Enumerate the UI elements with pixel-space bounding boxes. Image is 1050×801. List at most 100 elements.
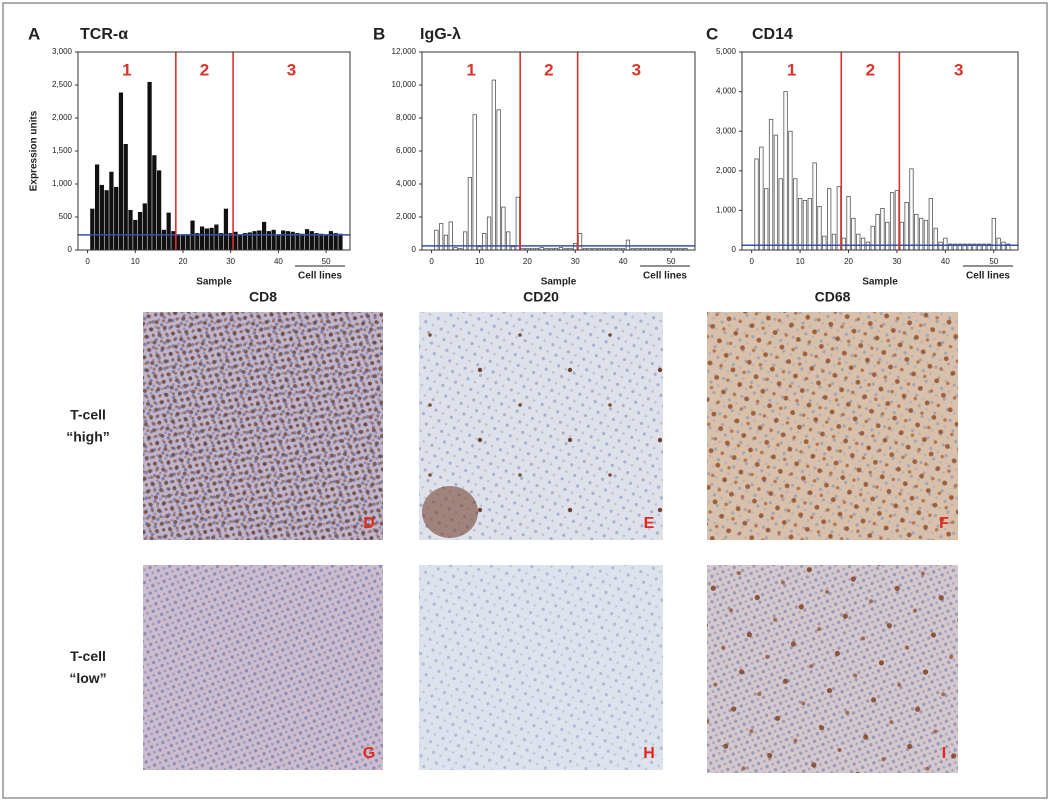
bar bbox=[238, 234, 243, 251]
bar bbox=[841, 237, 846, 251]
bar bbox=[817, 206, 822, 251]
panel-letter: D bbox=[363, 515, 375, 532]
y-tick-label: 1,000 bbox=[52, 179, 73, 188]
bar bbox=[199, 226, 205, 251]
y-tick-label: 5,000 bbox=[716, 47, 737, 56]
y-tick-label: 3,000 bbox=[52, 47, 73, 56]
y-tick-label: 1,000 bbox=[716, 206, 737, 215]
bar bbox=[152, 155, 157, 251]
y-tick-label: 10,000 bbox=[392, 80, 417, 89]
panel-letter: C bbox=[706, 24, 718, 43]
bar bbox=[812, 162, 817, 251]
bar bbox=[295, 233, 300, 251]
bar bbox=[319, 233, 324, 251]
annotation: Cell lines bbox=[298, 271, 342, 282]
bar bbox=[109, 171, 114, 251]
bar bbox=[228, 233, 233, 251]
y-tick-label: 12,000 bbox=[392, 47, 417, 56]
region-label: 3 bbox=[287, 60, 296, 79]
bar bbox=[943, 237, 948, 251]
bar bbox=[185, 235, 190, 251]
row-label: T-cell bbox=[70, 407, 106, 423]
bar bbox=[773, 134, 779, 251]
y-tick-label: 500 bbox=[59, 212, 73, 221]
bar bbox=[434, 229, 439, 251]
x-tick-label: 0 bbox=[429, 257, 434, 266]
bar bbox=[257, 230, 262, 251]
plot-frame bbox=[77, 51, 351, 251]
y-tick-label: 6,000 bbox=[396, 146, 417, 155]
panel-letter: I bbox=[942, 745, 946, 762]
x-tick-label: 40 bbox=[274, 257, 283, 266]
bar bbox=[333, 233, 338, 251]
bar bbox=[467, 176, 473, 251]
panel-letter: B bbox=[373, 24, 385, 43]
panel-letter: F bbox=[939, 515, 949, 532]
bar bbox=[104, 190, 109, 251]
bar bbox=[938, 241, 943, 251]
bar bbox=[996, 237, 1001, 251]
bar bbox=[161, 229, 167, 251]
bar bbox=[754, 158, 759, 251]
bar bbox=[759, 146, 764, 251]
bar bbox=[338, 233, 343, 251]
bar bbox=[491, 79, 496, 251]
bar bbox=[142, 203, 147, 251]
bar bbox=[128, 209, 133, 251]
plot-frame bbox=[741, 51, 1019, 251]
y-tick-label: 1,500 bbox=[52, 146, 73, 155]
chart-title: IgG-λ bbox=[420, 26, 461, 43]
y-tick-label: 0 bbox=[412, 245, 417, 254]
micrograph-g bbox=[143, 565, 383, 770]
x-axis-label: Sample bbox=[862, 277, 898, 288]
bar bbox=[802, 200, 808, 251]
plot-frame bbox=[421, 51, 696, 251]
bar bbox=[271, 229, 276, 251]
y-tick-label: 4,000 bbox=[716, 87, 737, 96]
x-tick-label: 0 bbox=[749, 257, 754, 266]
column-header: CD8 bbox=[249, 289, 277, 305]
y-tick-label: 2,500 bbox=[52, 80, 73, 89]
bar bbox=[909, 168, 914, 251]
micrograph-d bbox=[143, 312, 383, 540]
bar bbox=[300, 233, 305, 251]
x-tick-label: 0 bbox=[85, 257, 90, 266]
panel-letter: H bbox=[643, 745, 655, 762]
y-tick-label: 8,000 bbox=[396, 113, 417, 122]
row-label: “low” bbox=[69, 670, 106, 686]
column-header: CD20 bbox=[523, 289, 559, 305]
bar bbox=[223, 208, 229, 251]
row-label: T-cell bbox=[70, 648, 106, 664]
chart-title: CD14 bbox=[752, 26, 793, 43]
bar bbox=[827, 188, 832, 251]
bar bbox=[496, 109, 501, 251]
x-tick-label: 10 bbox=[796, 257, 805, 266]
micrograph-h bbox=[419, 565, 663, 770]
y-tick-label: 3,000 bbox=[716, 126, 737, 135]
bar bbox=[157, 170, 162, 251]
column-header: CD68 bbox=[815, 289, 851, 305]
bar bbox=[1001, 241, 1006, 251]
y-tick-label: 0 bbox=[732, 245, 737, 254]
bar bbox=[482, 233, 487, 251]
chart-title: TCR-α bbox=[80, 26, 128, 43]
bar bbox=[928, 198, 933, 251]
bar bbox=[933, 227, 938, 251]
bar bbox=[176, 235, 181, 251]
bar bbox=[443, 234, 449, 251]
y-axis-label: Expression units bbox=[29, 110, 40, 191]
y-tick-label: 2,000 bbox=[52, 113, 73, 122]
bar bbox=[807, 198, 812, 251]
y-tick-label: 0 bbox=[68, 245, 73, 254]
bar bbox=[166, 212, 171, 251]
x-tick-label: 30 bbox=[571, 257, 580, 266]
region-label: 2 bbox=[544, 60, 553, 79]
bar bbox=[515, 196, 520, 251]
x-tick-label: 50 bbox=[667, 257, 676, 266]
bar bbox=[860, 237, 866, 251]
y-tick-label: 4,000 bbox=[396, 179, 417, 188]
bar bbox=[242, 233, 248, 251]
micrograph-i bbox=[707, 565, 958, 773]
bar bbox=[195, 233, 200, 251]
row-label: “high” bbox=[66, 429, 110, 445]
